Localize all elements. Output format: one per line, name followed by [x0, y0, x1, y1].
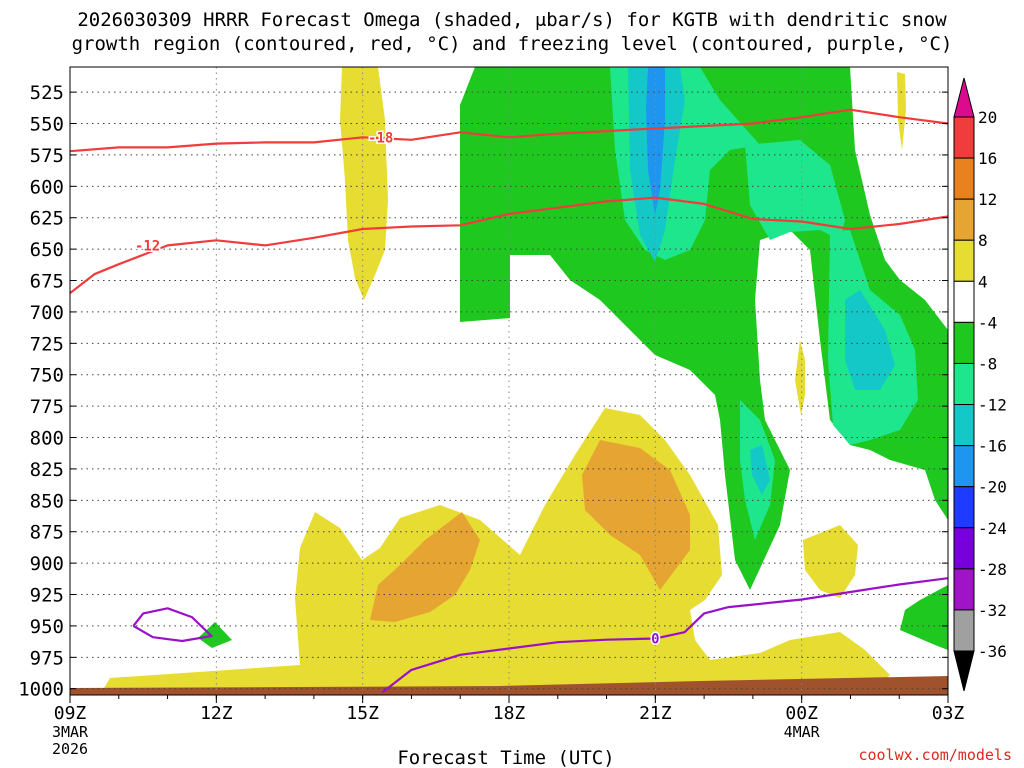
y-tick-label: 600 [30, 176, 64, 198]
omega-shade-negative-12-16b [845, 290, 895, 390]
colorbar-label: 8 [978, 231, 988, 250]
omega-shading [70, 67, 948, 695]
x-tick-date: 4MAR [784, 723, 821, 741]
colorbar-box [953, 198, 975, 241]
omega-shade-positive-8-12a [370, 512, 480, 622]
terrain-ground [70, 676, 948, 695]
colorbar-bottom-arrow [953, 650, 975, 692]
colorbar-box [953, 116, 975, 159]
colorbar-label: -8 [978, 354, 997, 373]
chart-grid [70, 67, 948, 695]
y-tick-label: 650 [30, 239, 64, 261]
x-tick-year: 2026 [52, 740, 88, 758]
y-tick-label: 950 [30, 616, 64, 638]
omega-shade-positive-4-8-upper [340, 67, 388, 300]
colorbar-label: -36 [978, 642, 1007, 661]
omega-shade-positive-4-8 [100, 408, 890, 695]
colorbar-box [953, 609, 975, 652]
colorbar-label: 16 [978, 149, 997, 168]
omega-shade-negative-16-20 [646, 67, 665, 215]
x-tick-label: 15Z [346, 703, 379, 724]
x-axis-title: Forecast Time (UTC) [397, 747, 614, 768]
contour-line [381, 577, 948, 694]
y-tick-label: 575 [30, 145, 64, 167]
y-tick-label: 975 [30, 647, 64, 669]
colorbar-label: -32 [978, 601, 1007, 620]
omega-shade-negative-8-12b [745, 140, 845, 240]
y-tick-label: 750 [30, 365, 64, 387]
colorbar-label: -16 [978, 437, 1007, 456]
colorbar: 20 16 12 8 4 -4 -8 -12 -16 -20 -24 -28 -32 -36 [953, 77, 1007, 692]
omega-shade-positive-8-12b [582, 440, 690, 590]
colorbar-box [953, 486, 975, 529]
colorbar-label: -24 [978, 519, 1007, 538]
contour-label: 0 [651, 631, 659, 647]
y-tick-label: 625 [30, 208, 64, 230]
colorbar-box [953, 280, 975, 323]
omega-shade-negative-4-8-spot [198, 622, 232, 648]
colorbar-box [953, 362, 975, 406]
omega-shade-positive-4-8-streak2 [795, 340, 805, 415]
colorbar-label: -4 [978, 313, 997, 332]
colorbar-box [953, 239, 975, 282]
y-tick-label: 525 [30, 82, 64, 104]
x-tick-label: 00Z [785, 703, 818, 724]
y-tick-label: 725 [30, 333, 64, 355]
x-tick-label: 18Z [493, 703, 526, 724]
contour-line [70, 108, 948, 153]
colorbar-box [953, 568, 975, 611]
colorbar-label: -28 [978, 560, 1007, 579]
chart-contours: -18 -12 0 [70, 108, 948, 694]
credit-text: coolwx.com/models [858, 746, 1012, 764]
chart-title-line1: 2026030309 HRRR Forecast Omega (shaded, … [77, 9, 947, 31]
contour-label: -12 [135, 238, 160, 254]
colorbar-box [953, 404, 975, 447]
y-tick-label: 550 [30, 114, 64, 136]
colorbar-label: 20 [978, 108, 997, 127]
colorbar-box [953, 445, 975, 488]
omega-shade-negative-4-8-right [900, 585, 948, 650]
y-tick-label: 675 [30, 271, 64, 293]
x-tick-date: 3MAR [52, 723, 89, 741]
colorbar-box [953, 321, 975, 364]
colorbar-box [953, 527, 975, 570]
y-tick-label: 700 [30, 302, 64, 324]
omega-shade-positive-4-8-streak [897, 72, 906, 150]
omega-shade-negative-12-16c [750, 445, 770, 495]
y-tick-label: 850 [30, 490, 64, 512]
y-tick-label: 925 [30, 585, 64, 607]
x-tick-label: 09Z [54, 703, 87, 724]
y-tick-label: 825 [30, 459, 64, 481]
colorbar-box [953, 157, 975, 200]
contour-label: -18 [368, 130, 393, 146]
colorbar-label: -12 [978, 396, 1007, 415]
y-tick-label: 900 [30, 553, 64, 575]
colorbar-label: 4 [978, 272, 988, 291]
omega-shade-positive-4-8-small [803, 525, 858, 598]
contour-line [70, 196, 948, 294]
y-axis: 525 550 575 600 625 650 675 700 725 750 775 800 825 8… [18, 82, 948, 701]
colorbar-label: -20 [978, 478, 1007, 497]
colorbar-label: 12 [978, 190, 997, 209]
y-tick-label: 800 [30, 428, 64, 450]
y-tick-label: 1000 [18, 679, 64, 701]
x-tick-label: 03Z [932, 703, 965, 724]
x-tick-label: 21Z [639, 703, 672, 724]
contour-line [132, 607, 213, 643]
chart-title-line2: growth region (contoured, red, °C) and f… [71, 33, 953, 55]
x-tick-label: 12Z [200, 703, 233, 724]
colorbar-top-arrow [953, 77, 975, 118]
y-tick-label: 775 [30, 396, 64, 418]
y-tick-label: 875 [30, 522, 64, 544]
